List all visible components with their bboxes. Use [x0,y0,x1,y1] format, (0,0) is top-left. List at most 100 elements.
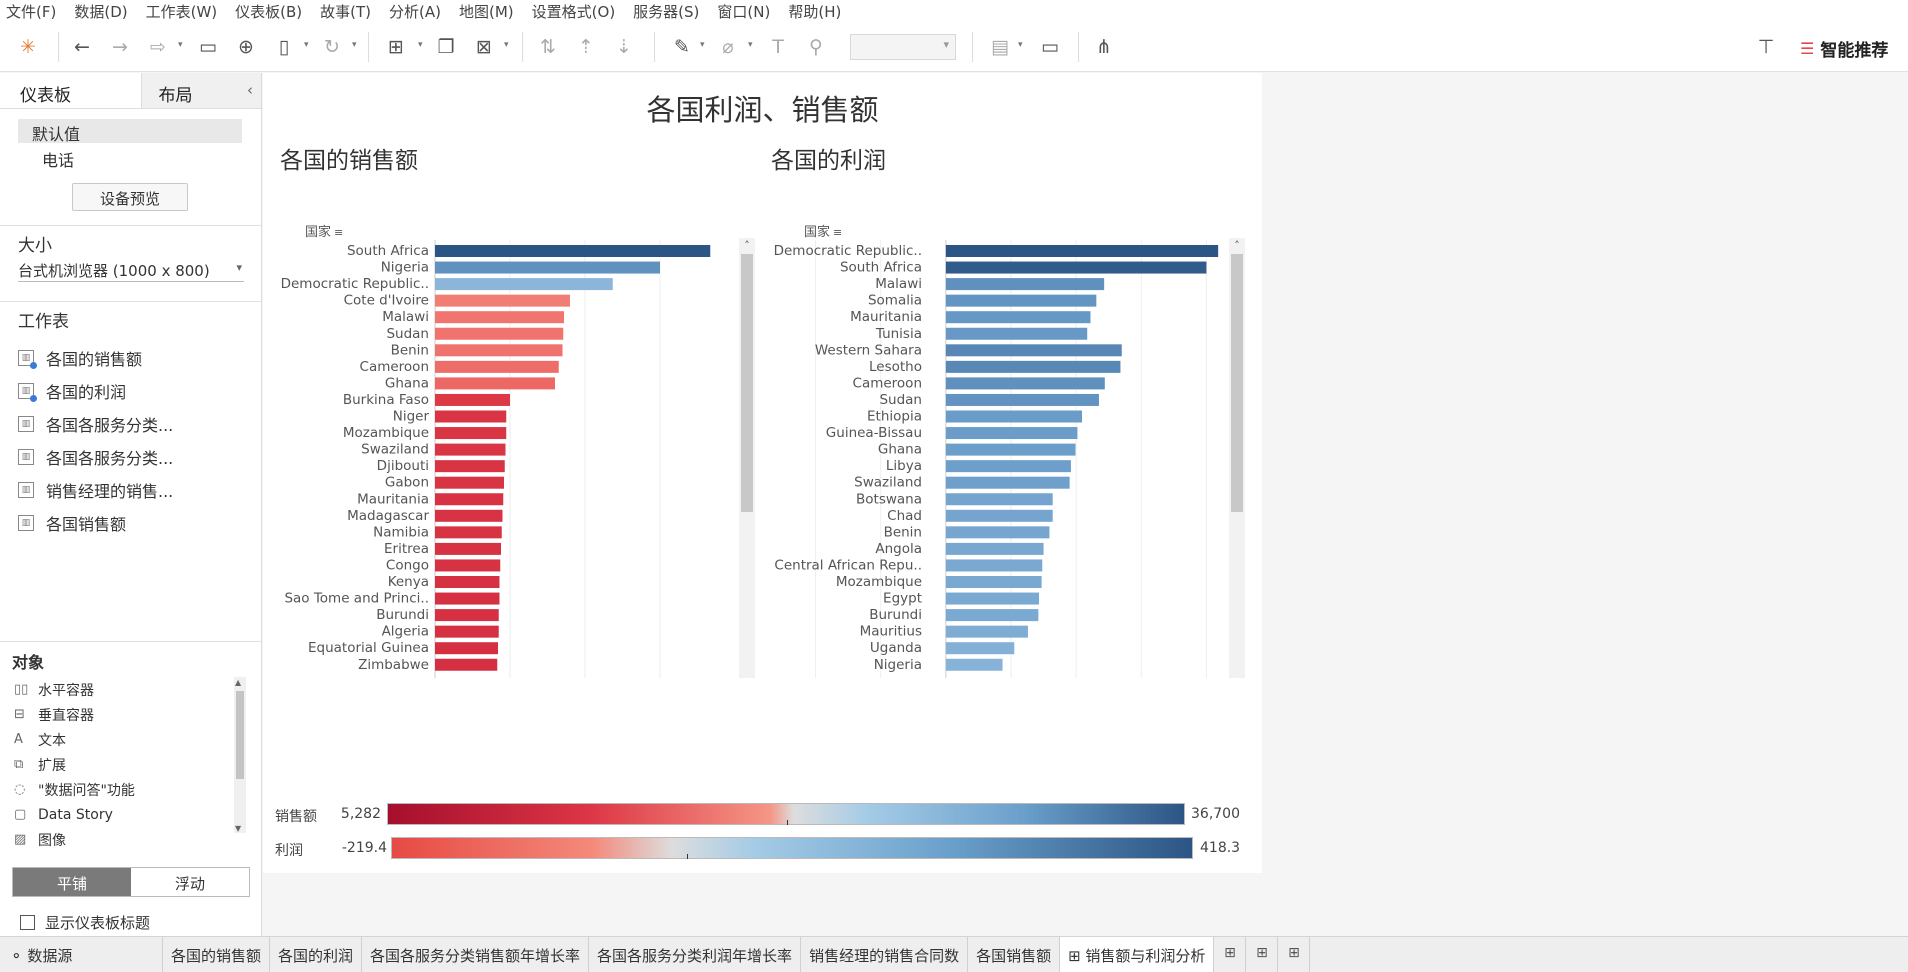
category-label[interactable]: Mauritania [850,309,922,325]
menu-item[interactable]: 仪表板(B) [235,2,303,21]
category-label[interactable]: Mauritius [860,624,922,640]
pause-updates-icon[interactable]: ▯ [278,36,290,58]
tile-button[interactable]: 平铺 [13,868,131,896]
tab-sheet[interactable]: 各国各服务分类销售额年增长率 [362,937,590,972]
menu-item[interactable]: 故事(T) [320,2,372,21]
tab-datasource[interactable]: ⚬ 数据源 [0,937,163,972]
bar[interactable] [945,344,1122,357]
category-label[interactable]: Botswana [856,491,922,507]
bar[interactable] [435,360,559,373]
menu-item[interactable]: 帮助(H) [788,2,842,21]
bar[interactable] [435,245,711,257]
group-icon[interactable]: ⌀ [722,36,734,58]
category-label[interactable]: Ghana [385,375,429,391]
chart-scrollbar-thumb[interactable] [741,254,753,512]
category-label[interactable]: Mozambique [836,574,922,590]
bar[interactable] [435,658,498,671]
scroll-up-icon[interactable]: ˄ [1234,239,1240,252]
share-icon[interactable]: ⋔ [1096,36,1112,58]
category-label[interactable]: Swaziland [361,442,429,458]
show-title-option[interactable]: 显示仪表板标题 [20,912,150,933]
worksheet-item[interactable]: ▥ 各国销售额 [18,506,173,539]
pin-icon[interactable]: ⚲ [809,36,823,58]
bar[interactable] [945,443,1076,456]
duplicate-icon[interactable]: ❐ [437,36,455,58]
bar[interactable] [945,427,1078,440]
tab-sheet[interactable]: 各国的利润 [270,937,363,972]
menu-item[interactable]: 设置格式(O) [531,2,616,21]
category-label[interactable]: Guinea-Bissau [826,425,922,441]
category-label[interactable]: Tunisia [875,326,922,342]
menu-item[interactable]: 服务器(S) [633,2,700,21]
category-label[interactable]: Malawi [382,309,429,325]
category-label[interactable]: Namibia [373,524,429,540]
bar[interactable] [945,377,1105,390]
bar[interactable] [945,559,1043,572]
swap-icon[interactable]: ⇅ [540,36,556,58]
tab-dashboard-active[interactable]: ⊞ 销售额与利润分析 [1060,937,1215,972]
worksheet-item[interactable]: ▥ 各国各服务分类... [18,440,173,473]
bar[interactable] [945,642,1015,655]
category-label[interactable]: Chad [887,508,922,524]
bar[interactable] [435,642,498,655]
bar[interactable] [945,327,1088,340]
category-label[interactable]: Democratic Republic.. [281,276,429,292]
chart-scrollbar-thumb[interactable] [1231,254,1243,512]
undo-icon[interactable]: ← [74,36,90,58]
bar[interactable] [435,344,563,357]
menu-item[interactable]: 地图(M) [459,2,514,21]
sort-descending-icon[interactable]: ⇣ [616,36,632,58]
save-icon[interactable]: ▭ [199,36,217,58]
bar[interactable] [435,592,500,605]
show-cards-icon[interactable]: ▤ [991,36,1009,58]
new-datasource-icon[interactable]: ⊕ [238,36,254,58]
worksheet-item[interactable]: ▥ 各国的销售额 [18,341,173,374]
scroll-down-icon[interactable]: ˅ [744,676,750,678]
bar[interactable] [435,278,613,291]
menu-item[interactable]: 分析(A) [389,2,441,21]
sort-icon[interactable]: ≡ [334,226,343,239]
category-label[interactable]: Egypt [883,591,922,607]
bar[interactable] [945,542,1044,555]
category-label[interactable]: Burundi [869,607,922,623]
bar[interactable] [435,542,501,555]
object-item-data-story[interactable]: ▢ Data Story [14,802,135,827]
menu-item[interactable]: 文件(F) [6,2,57,21]
bar[interactable] [435,261,660,274]
category-label[interactable]: Mauritania [357,491,429,507]
bar[interactable] [435,460,505,473]
category-label[interactable]: Djibouti [377,458,429,474]
fit-dropdown[interactable] [850,34,956,60]
label-icon[interactable]: T [772,36,784,58]
category-label[interactable]: Nigeria [381,260,429,276]
bar[interactable] [945,393,1099,406]
bar[interactable] [435,476,504,489]
bar[interactable] [435,311,564,324]
tab-sheet[interactable]: 各国销售额 [968,937,1061,972]
bar[interactable] [945,493,1053,506]
menu-item[interactable]: 窗口(N) [717,2,771,21]
object-item-text[interactable]: A 文本 [14,727,135,752]
tab-sheet[interactable]: 各国各服务分类利润年增长率 [589,937,802,972]
object-item-ask-data[interactable]: ◌ "数据问答"功能 [14,777,135,802]
bar[interactable] [945,509,1053,522]
object-item-image[interactable]: ▨ 图像 [14,827,135,852]
bar[interactable] [945,261,1207,274]
object-item-horizontal[interactable]: ▯▯ 水平容器 [14,677,135,702]
category-label[interactable]: South Africa [840,260,922,276]
bar[interactable] [945,526,1050,539]
category-label[interactable]: Nigeria [874,657,922,673]
redo-icon[interactable]: → [112,36,128,58]
bar[interactable] [435,625,499,638]
category-label[interactable]: Sudan [386,326,429,342]
scrollbar-thumb[interactable] [236,691,244,779]
bar[interactable] [435,509,503,522]
device-phone-item[interactable]: 电话 [42,151,75,170]
bar[interactable] [945,278,1105,291]
bar[interactable] [435,427,507,440]
scroll-up-icon[interactable]: ▲ [235,678,242,687]
category-label[interactable]: Angola [875,541,922,557]
tableau-logo-icon[interactable]: ✳ [20,36,36,58]
new-worksheet-icon[interactable]: ⊞ [388,36,404,58]
category-label[interactable]: Ethiopia [867,409,922,425]
